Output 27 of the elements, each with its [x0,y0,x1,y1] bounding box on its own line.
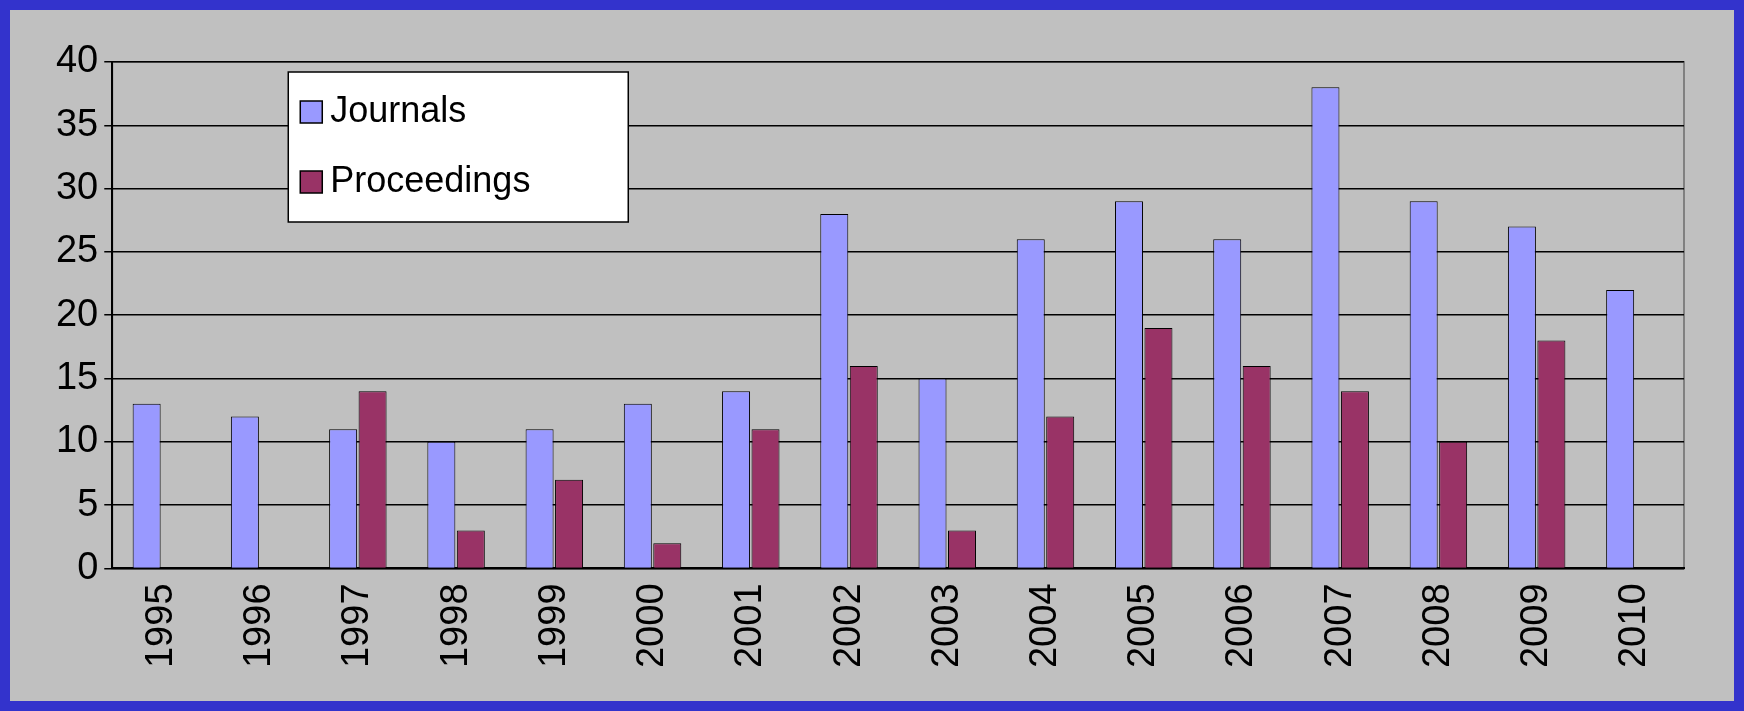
x-tick-label: 1995 [137,583,180,669]
y-tick-label: 15 [55,355,99,398]
y-tick-label: 5 [77,481,99,524]
x-tick-label: 2006 [1218,583,1261,669]
x-tick-label: 2008 [1414,583,1457,669]
x-tick-label: 1998 [432,583,475,669]
x-tick-label: 2001 [727,583,770,669]
x-tick-label: 2003 [923,583,966,669]
y-tick-label: 20 [55,291,99,334]
y-tick-label: 0 [77,544,99,587]
x-tick-label: 2004 [1021,583,1064,669]
x-tick-label: 1999 [530,583,573,669]
x-tick-label: 2005 [1120,583,1163,669]
legend-label: Journals [330,88,467,130]
legend-label: Proceedings [330,158,531,200]
x-tick-label: 1996 [236,583,279,669]
y-tick-label: 25 [55,228,99,271]
x-tick-label: 2007 [1316,583,1359,669]
x-tick-label: 1997 [334,583,377,669]
y-tick-label: 30 [55,165,99,208]
x-tick-label: 2010 [1611,583,1654,669]
y-tick-label: 40 [55,38,99,81]
y-tick-label: 10 [55,418,99,461]
y-tick-label: 35 [55,101,99,144]
x-tick-label: 2000 [629,583,672,669]
x-tick-label: 2002 [825,583,868,669]
x-tick-label: 2009 [1513,583,1556,669]
